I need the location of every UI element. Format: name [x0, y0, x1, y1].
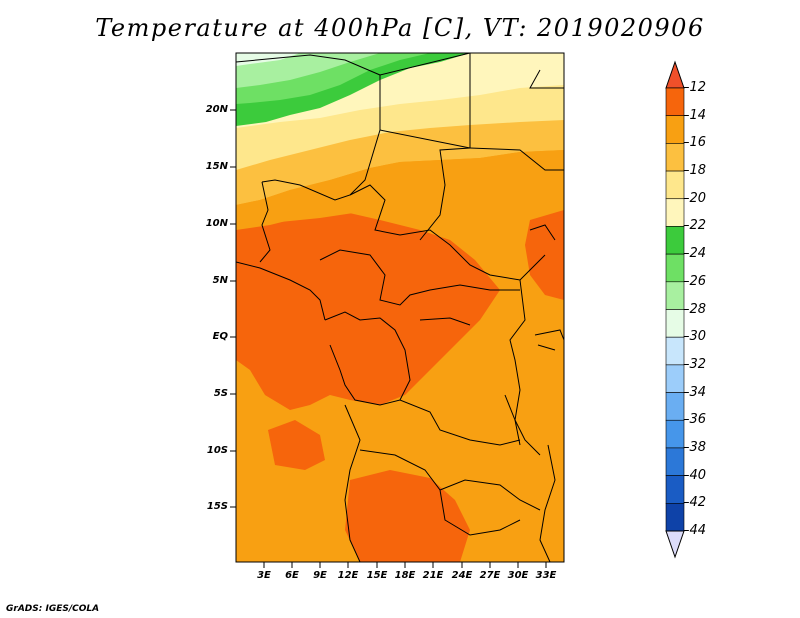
lon-label-30e: 30E — [507, 570, 529, 581]
lon-label-12e: 12E — [337, 570, 359, 581]
chart-title: Temperature at 400hPa [C], VT: 201902090… — [95, 14, 705, 42]
lon-label-24e: 24E — [451, 570, 473, 581]
lat-label-15s: 15S — [206, 501, 228, 512]
lat-label-5s: 5S — [213, 388, 228, 399]
colorbar-label: –34 — [683, 384, 707, 400]
colorbar-bottom-triangle — [665, 530, 685, 559]
colorbar-segment — [665, 503, 685, 532]
colorbar-label: –42 — [683, 495, 707, 511]
colorbar-label: –32 — [683, 356, 707, 372]
colorbar-label: –24 — [683, 246, 707, 262]
band-16 — [236, 150, 564, 228]
lat-ticks — [230, 109, 236, 508]
colorbar-segment — [665, 115, 685, 144]
colorbar-segment — [665, 419, 685, 449]
colorbar-segment — [665, 364, 685, 393]
country-borders — [236, 53, 564, 562]
band-30 — [236, 53, 300, 66]
colorbar-label: –22 — [683, 218, 707, 234]
temperature-field — [236, 53, 564, 562]
grads-credit: GrADS: IGES/COLA — [6, 604, 100, 614]
colorbar-segment — [665, 281, 685, 310]
band-28 — [236, 53, 380, 88]
colorbar-label: –30 — [683, 329, 707, 345]
colorbar — [665, 60, 685, 559]
band-12-west — [236, 212, 500, 410]
colorbar-label: –16 — [683, 135, 707, 151]
colorbar-segment — [665, 170, 685, 200]
colorbar-label: –26 — [683, 273, 707, 289]
lon-ticks — [263, 562, 547, 568]
lat-label-10s: 10S — [206, 445, 228, 456]
lon-label-27e: 27E — [479, 570, 501, 581]
colorbar-segment — [665, 143, 685, 172]
band-12-sw — [268, 420, 325, 470]
colorbar-label: –12 — [683, 80, 707, 95]
colorbar-segment — [665, 336, 685, 366]
colorbar-segment — [665, 447, 685, 476]
colorbar-label: –38 — [683, 439, 707, 455]
colorbar-segment — [665, 253, 685, 283]
lon-label-9e: 9E — [313, 570, 327, 581]
colorbar-top-triangle — [665, 60, 685, 89]
colorbar-label: –40 — [683, 467, 707, 483]
colorbar-label: –18 — [683, 163, 707, 179]
colorbar-segment — [665, 392, 685, 421]
lon-label-3e: 3E — [257, 570, 271, 581]
colorbar-label: –20 — [683, 190, 707, 206]
colorbar-label: –44 — [683, 523, 707, 538]
lat-label-15n: 15N — [205, 161, 228, 172]
colorbar-segment — [665, 475, 685, 504]
colorbar-segment — [665, 198, 685, 227]
colorbar-segment — [665, 226, 685, 255]
colorbar-label: –28 — [683, 301, 707, 317]
colorbar-label: –36 — [683, 412, 707, 428]
map-frame — [235, 52, 565, 563]
lat-label-10n: 10N — [205, 218, 228, 229]
lat-label-20n: 20N — [205, 104, 228, 115]
lon-label-6e: 6E — [285, 570, 299, 581]
colorbar-segment — [665, 309, 685, 338]
lat-label-5n: 5N — [212, 275, 228, 286]
colorbar-segment — [665, 87, 685, 116]
lat-label-eq: EQ — [212, 331, 228, 342]
lon-label-15e: 15E — [366, 570, 388, 581]
lon-label-33e: 33E — [535, 570, 557, 581]
band-12-south — [345, 470, 470, 562]
lon-label-21e: 21E — [422, 570, 444, 581]
lon-label-18e: 18E — [394, 570, 416, 581]
colorbar-label: –14 — [683, 107, 707, 123]
